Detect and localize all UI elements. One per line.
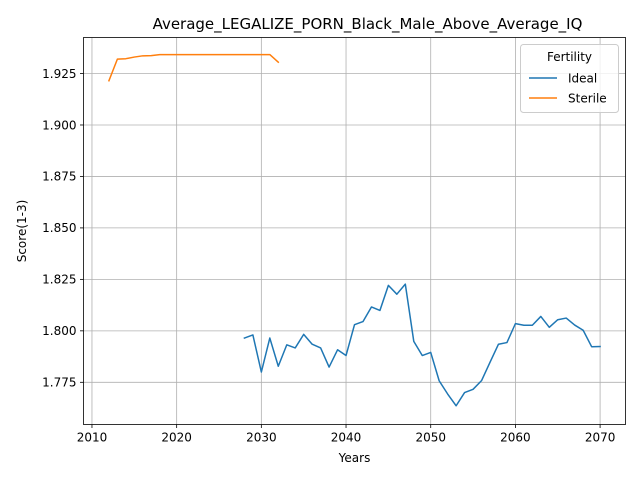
plot-series <box>107 53 601 407</box>
y-axis-label: Score(1-3) <box>15 200 29 263</box>
y-axis-ticks: 1.775 1.800 1.825 1.850 1.875 1.900 1.925 <box>42 67 84 390</box>
y-tick-label: 1.775 <box>42 376 76 390</box>
x-axis-label: Years <box>338 451 371 465</box>
legend: Fertility Ideal Sterile <box>520 44 619 113</box>
grid-lines <box>83 37 626 425</box>
plot-frame <box>83 37 626 425</box>
x-tick-label: 2010 <box>77 431 108 445</box>
x-tick-label: 2030 <box>246 431 277 445</box>
y-tick-label: 1.850 <box>42 221 76 235</box>
y-tick-label: 1.800 <box>42 324 76 338</box>
x-tick-label: 2070 <box>585 431 616 445</box>
x-tick-label: 2050 <box>415 431 446 445</box>
y-tick-label: 1.925 <box>42 67 76 81</box>
x-tick-label: 2060 <box>500 431 531 445</box>
x-axis-ticks: 2010 2020 2030 2040 2050 2060 2070 <box>77 424 616 445</box>
series-line-ideal <box>243 283 601 407</box>
legend-title: Fertility <box>547 50 592 64</box>
x-tick-label: 2020 <box>161 431 192 445</box>
x-tick-label: 2040 <box>331 431 362 445</box>
chart-title: Average_LEGALIZE_PORN_Black_Male_Above_A… <box>153 15 583 34</box>
legend-label-ideal: Ideal <box>568 72 597 86</box>
legend-label-sterile: Sterile <box>568 92 607 106</box>
y-tick-label: 1.825 <box>42 273 76 287</box>
series-line-sterile <box>107 53 280 82</box>
y-tick-label: 1.900 <box>42 118 76 132</box>
legend-box <box>520 44 619 113</box>
y-tick-label: 1.875 <box>42 170 76 184</box>
